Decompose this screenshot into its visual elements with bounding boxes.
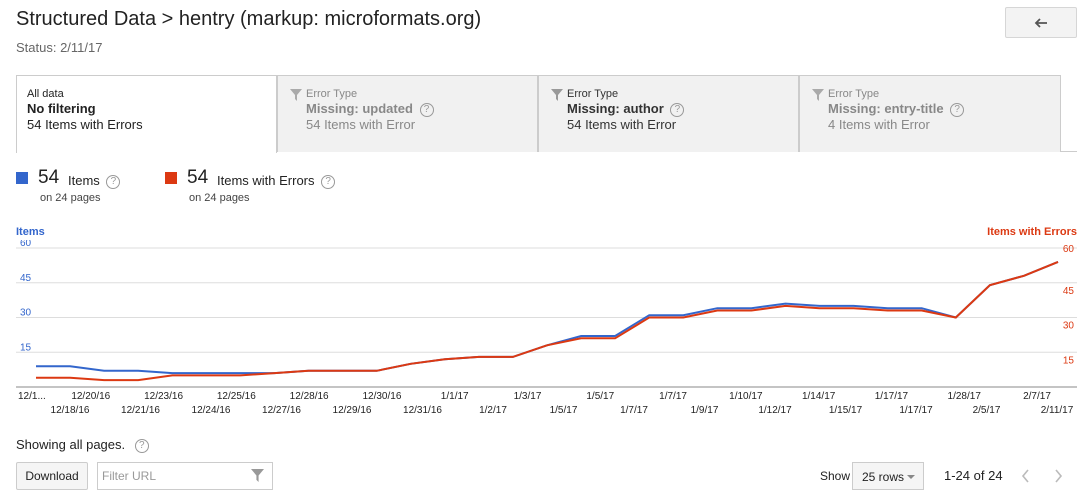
tab-missing-author[interactable]: Error Type Missing: author ? 54 Items wi… (538, 75, 799, 152)
x-tick-label: 1/17/17 (875, 391, 909, 402)
x-tick-label: 12/18/16 (51, 405, 90, 416)
x-tick-label: 12/24/16 (192, 405, 231, 416)
x-tick-label: 2/7/17 (1023, 391, 1051, 402)
show-label: Show (820, 469, 851, 483)
filter-icon (812, 89, 824, 101)
back-button[interactable] (1005, 7, 1077, 38)
tab-caption: Error Type (828, 88, 880, 100)
y-tick-label-left: 15 (20, 342, 32, 353)
x-tick-label: 1/28/17 (948, 391, 982, 402)
tab-count: 54 Items with Errors (27, 117, 143, 132)
x-tick-label: 1/3/17 (514, 391, 542, 402)
x-tick-label: 1/12/17 (758, 405, 792, 416)
y-tick-label-right: 30 (1063, 321, 1075, 332)
x-tick-label: 12/1... (18, 391, 46, 402)
page-title: Structured Data > hentry (markup: microf… (16, 8, 482, 30)
back-arrow-icon (1034, 17, 1047, 28)
x-tick-label: 1/14/17 (802, 391, 836, 402)
tab-missing-entry-title[interactable]: Error Type Missing: entry-title ? 4 Item… (799, 75, 1061, 152)
y-tick-label-left: 30 (20, 308, 32, 319)
x-tick-label: 1/10/17 (729, 391, 763, 402)
tab-title: No filtering (27, 101, 96, 116)
showing-text: Showing all pages. ? (16, 437, 149, 453)
x-tick-label: 1/9/17 (691, 405, 719, 416)
next-page-button[interactable] (1043, 462, 1073, 490)
tab-all-data[interactable]: All data No filtering 54 Items with Erro… (16, 75, 277, 153)
filter-icon (290, 89, 302, 101)
help-icon[interactable]: ? (950, 102, 965, 117)
metric-pages: on 24 pages (189, 192, 250, 204)
series-line-items-with-errors (36, 260, 1059, 382)
y-tick-label-right: 60 (1063, 244, 1075, 255)
x-tick-label: 12/29/16 (333, 405, 372, 416)
download-button[interactable]: Download (16, 462, 88, 490)
x-tick-label: 12/27/16 (262, 405, 301, 416)
rows-per-page-select[interactable]: 25 rows (852, 462, 924, 490)
x-tick-label: 2/5/17 (973, 405, 1001, 416)
y-tick-label-right: 15 (1063, 355, 1075, 366)
tab-count: 54 Items with Error (306, 117, 416, 132)
x-tick-label: 1/15/17 (829, 405, 863, 416)
x-tick-label: 1/7/17 (620, 405, 648, 416)
x-tick-label: 1/7/17 (659, 391, 687, 402)
right-axis-title: Items with Errors (987, 226, 1077, 238)
x-tick-label: 1/2/17 (479, 405, 507, 416)
x-tick-label: 1/5/17 (586, 391, 614, 402)
x-tick-label: 1/17/17 (899, 405, 933, 416)
filter-url-input[interactable] (98, 463, 238, 489)
metric-label: Items with Errors ? (217, 173, 336, 189)
chevron-right-icon (1054, 469, 1062, 483)
x-tick-label: 12/21/16 (121, 405, 160, 416)
metric-value: 54 (187, 167, 209, 188)
x-tick-label: 12/20/16 (71, 391, 110, 402)
help-icon[interactable]: ? (134, 438, 149, 453)
x-tick-label: 2/11/17 (1041, 405, 1074, 416)
legend-swatch-errors (165, 172, 177, 184)
help-icon[interactable]: ? (670, 102, 685, 117)
rows-per-page-value: 25 rows (862, 470, 905, 484)
metric-pages: on 24 pages (40, 192, 101, 204)
filter-tabs: All data No filtering 54 Items with Erro… (16, 75, 1077, 153)
legend-swatch-items (16, 172, 28, 184)
y-tick-label-right: 45 (1063, 286, 1075, 297)
status-date: Status: 2/11/17 (16, 40, 103, 55)
metric-value: 54 (38, 167, 60, 188)
x-tick-label: 12/23/16 (144, 391, 183, 402)
pagination-range: 1-24 of 24 (944, 468, 1003, 483)
x-tick-label: 1/1/17 (441, 391, 469, 402)
tab-count: 4 Items with Error (828, 117, 930, 132)
previous-page-button[interactable] (1010, 462, 1040, 490)
help-icon[interactable]: ? (321, 174, 336, 189)
x-tick-label: 1/5/17 (550, 405, 578, 416)
y-tick-label-left: 60 (20, 240, 32, 249)
tab-caption: Error Type (567, 88, 619, 100)
tab-title: Missing: entry-title ? (828, 101, 1050, 117)
filter-url-field (97, 462, 273, 490)
y-tick-label-left: 45 (20, 273, 32, 284)
chevron-down-icon (907, 475, 915, 479)
tab-title: Missing: author ? (567, 101, 788, 117)
filter-icon[interactable] (251, 469, 264, 482)
tab-caption: All data (27, 88, 64, 100)
help-icon[interactable]: ? (106, 174, 121, 189)
x-tick-label: 12/30/16 (362, 391, 401, 402)
tab-count: 54 Items with Error (567, 117, 677, 132)
x-tick-label: 12/25/16 (217, 391, 256, 402)
tab-missing-updated[interactable]: Error Type Missing: updated ? 54 Items w… (277, 75, 538, 152)
x-tick-label: 12/31/16 (403, 405, 442, 416)
tab-caption: Error Type (306, 88, 358, 100)
filter-icon (551, 89, 563, 101)
items-chart: 15 15 30 30 45 45 60 60 12/1... 12/20/16 12/23/16 1… (16, 240, 1077, 416)
x-tick-label: 12/28/16 (290, 391, 329, 402)
help-icon[interactable]: ? (419, 102, 434, 117)
left-axis-title: Items (16, 226, 45, 238)
tab-title: Missing: updated ? (306, 101, 527, 117)
chevron-left-icon (1021, 469, 1029, 483)
metric-label: Items ? (68, 173, 121, 189)
